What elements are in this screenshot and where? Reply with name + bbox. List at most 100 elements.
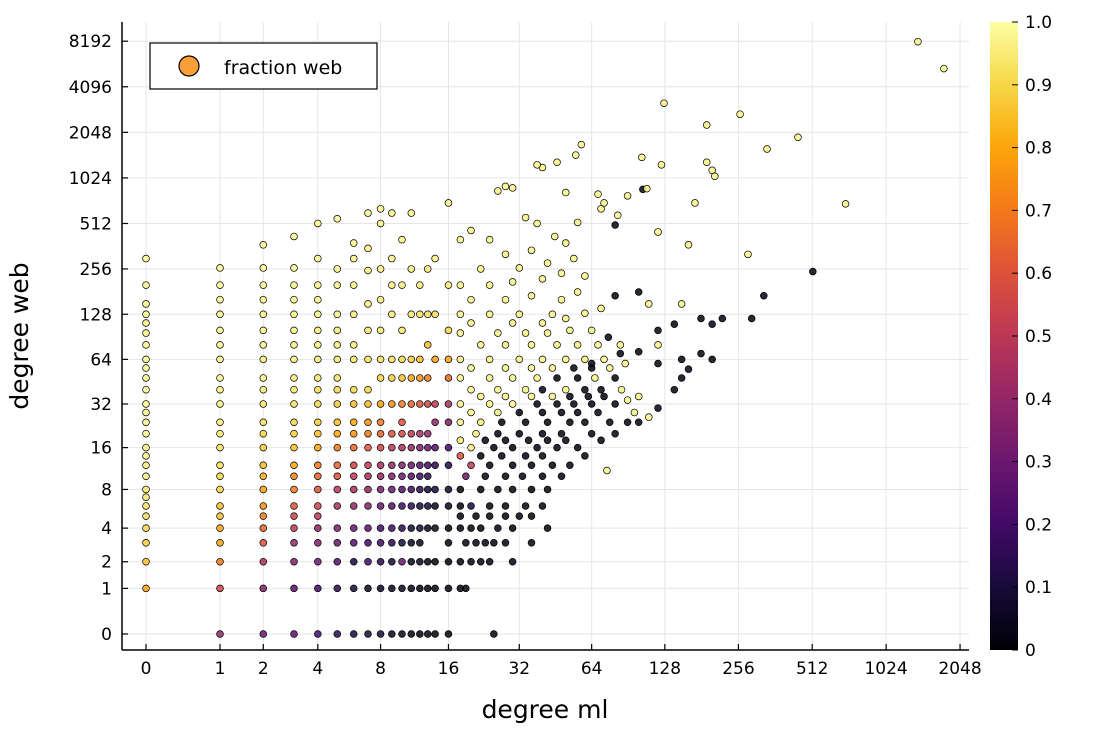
data-point (603, 466, 611, 475)
data-point (538, 408, 547, 417)
data-point (314, 355, 322, 364)
data-point (349, 281, 358, 289)
data-point (216, 429, 224, 438)
data-point (314, 219, 322, 228)
data-point (456, 329, 465, 337)
data-point (444, 326, 453, 335)
x-tick-label: 1 (215, 659, 226, 679)
data-point (456, 374, 465, 382)
data-point (290, 418, 298, 426)
data-point (521, 329, 530, 337)
data-point (515, 310, 524, 319)
data-point (216, 341, 224, 349)
data-point (501, 502, 510, 510)
data-point (314, 341, 322, 349)
data-point (314, 385, 322, 394)
data-point (431, 557, 439, 566)
data-point (940, 64, 948, 73)
data-point (333, 341, 342, 349)
data-point (616, 341, 625, 349)
data-point (914, 37, 922, 46)
data-point (508, 557, 517, 566)
data-point (508, 443, 517, 452)
data-point (562, 385, 570, 394)
data-point (605, 418, 614, 426)
y-tick-label: 32 (90, 395, 112, 415)
data-point (423, 584, 432, 593)
data-point (485, 557, 494, 566)
data-point (562, 436, 570, 445)
data-point (259, 385, 268, 394)
data-point (614, 211, 622, 220)
data-point (456, 512, 465, 520)
data-point (333, 355, 342, 364)
data-point (573, 374, 582, 382)
data-point (376, 630, 385, 638)
colorbar-tick-label: 0.4 (1025, 390, 1052, 410)
data-point (501, 250, 510, 259)
data-point (216, 472, 224, 480)
data-point (654, 359, 662, 368)
data-point (702, 121, 711, 129)
data-point (508, 184, 517, 192)
data-point (485, 374, 494, 382)
data-point (416, 539, 424, 547)
data-point (364, 539, 372, 547)
data-point (376, 219, 385, 228)
data-point (467, 461, 475, 470)
data-point (494, 329, 502, 337)
data-point (557, 429, 566, 438)
data-point (515, 512, 524, 520)
data-point (407, 472, 416, 480)
data-point (290, 443, 298, 452)
data-point (398, 502, 406, 510)
data-point (376, 418, 385, 426)
data-point (407, 502, 416, 510)
data-point (314, 584, 322, 593)
data-point (490, 443, 498, 452)
data-point (494, 485, 502, 494)
data-point (142, 485, 150, 494)
data-point (407, 310, 416, 319)
colorbar-tick-label: 0.5 (1025, 327, 1052, 347)
data-point (259, 443, 268, 452)
y-tick-label: 512 (80, 214, 112, 234)
data-point (142, 502, 150, 510)
data-point (562, 355, 570, 364)
data-point (142, 557, 150, 566)
data-point (416, 557, 424, 566)
data-point (333, 400, 342, 408)
data-point (407, 355, 416, 364)
data-point (501, 364, 510, 372)
data-point (508, 461, 517, 470)
data-point (259, 264, 268, 272)
data-point (290, 295, 298, 304)
data-point (543, 485, 552, 494)
data-point (472, 512, 480, 520)
data-point (600, 355, 608, 364)
data-point (216, 326, 224, 335)
data-point (333, 385, 342, 394)
data-point (364, 472, 372, 480)
legend-label: fraction web (224, 57, 342, 79)
data-point (538, 275, 547, 283)
data-point (431, 254, 439, 263)
data-point (349, 524, 358, 532)
data-point (562, 314, 570, 323)
data-point (697, 314, 705, 323)
data-point (533, 374, 541, 382)
data-point (611, 429, 619, 438)
data-point (456, 281, 465, 289)
data-point (444, 557, 453, 566)
data-point (708, 355, 716, 364)
data-point (431, 584, 439, 593)
data-point (527, 512, 536, 520)
data-point (497, 452, 506, 460)
data-point (290, 341, 298, 349)
data-point (349, 443, 358, 452)
data-point (557, 472, 566, 480)
data-point (407, 524, 416, 532)
data-point (684, 365, 693, 373)
data-point (376, 443, 385, 452)
